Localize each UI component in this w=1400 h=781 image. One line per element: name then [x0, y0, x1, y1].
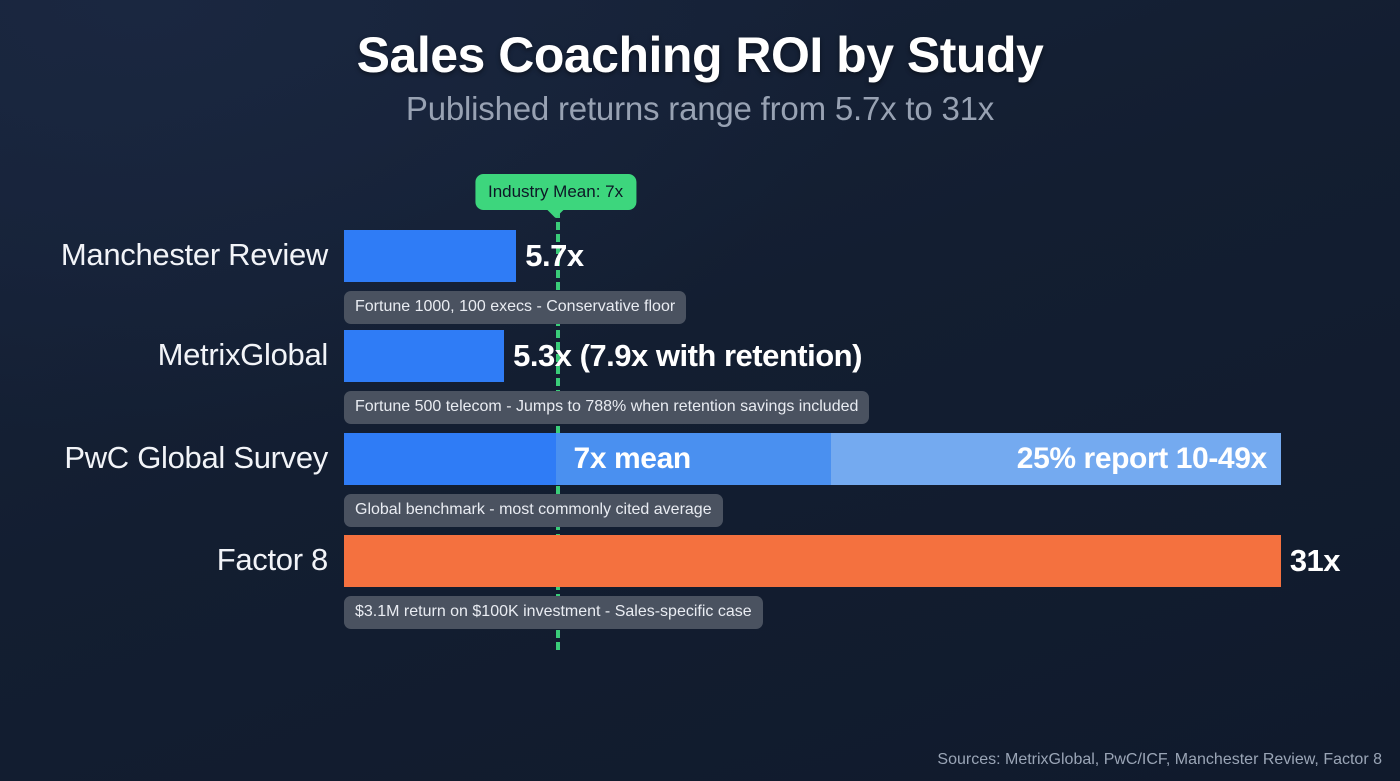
bar-category-label: PwC Global Survey [64, 440, 328, 475]
bar-caption-pill: $3.1M return on $100K investment - Sales… [344, 596, 763, 629]
bar-category-label: MetrixGlobal [157, 337, 329, 372]
bar-category-label: Factor 8 [216, 542, 329, 577]
bar-track[interactable]: 7x mean 25% report 10-49x [344, 433, 1281, 485]
industry-mean-badge: Industry Mean: 7x [474, 174, 637, 210]
bar-track[interactable] [344, 535, 1281, 587]
bar-segment[interactable] [344, 433, 556, 485]
chart-plot-area: Industry Mean: 7x Manchester Review 5.7x F… [0, 160, 1400, 720]
bar-category-label: Manchester Review [60, 237, 328, 272]
industry-mean-reference-line [555, 210, 560, 650]
bar-value-label: 31x [1289, 543, 1341, 578]
bar-value-label: 5.3x (7.9x with retention) [513, 338, 862, 373]
bar-caption-pill: Fortune 500 telecom - Jumps to 788% when… [344, 391, 870, 424]
bar-track[interactable] [344, 230, 517, 282]
bar-value-label: 5.7x [525, 238, 584, 273]
page-subtitle: Published returns range from 5.7x to 31x [405, 90, 995, 127]
bar-segment[interactable]: 25% report 10-49x [830, 433, 1281, 485]
bar-caption-pill: Fortune 1000, 100 execs - Conservative f… [344, 291, 687, 324]
bar-segment[interactable] [344, 535, 1281, 587]
page-title: Sales Coaching ROI by Study [356, 27, 1044, 83]
bar-track[interactable] [344, 330, 505, 382]
chart-header: Sales Coaching ROI by Study Published re… [0, 0, 1400, 129]
bar[interactable] [344, 535, 1281, 587]
sources-footnote: Sources: MetrixGlobal, PwC/ICF, Manchest… [937, 751, 1382, 768]
bar[interactable] [344, 330, 505, 382]
bar-segment-label: 7x mean [573, 442, 692, 475]
bar-segment[interactable] [344, 330, 505, 382]
bar[interactable] [344, 230, 517, 282]
bar-segment-label: 25% report 10-49x [1016, 442, 1267, 475]
bar-segment[interactable]: 7x mean [555, 433, 831, 485]
bar-caption-pill: Global benchmark - most commonly cited a… [344, 494, 723, 527]
bar[interactable]: 7x mean 25% report 10-49x [344, 433, 1281, 485]
bar-segment[interactable] [344, 230, 517, 282]
